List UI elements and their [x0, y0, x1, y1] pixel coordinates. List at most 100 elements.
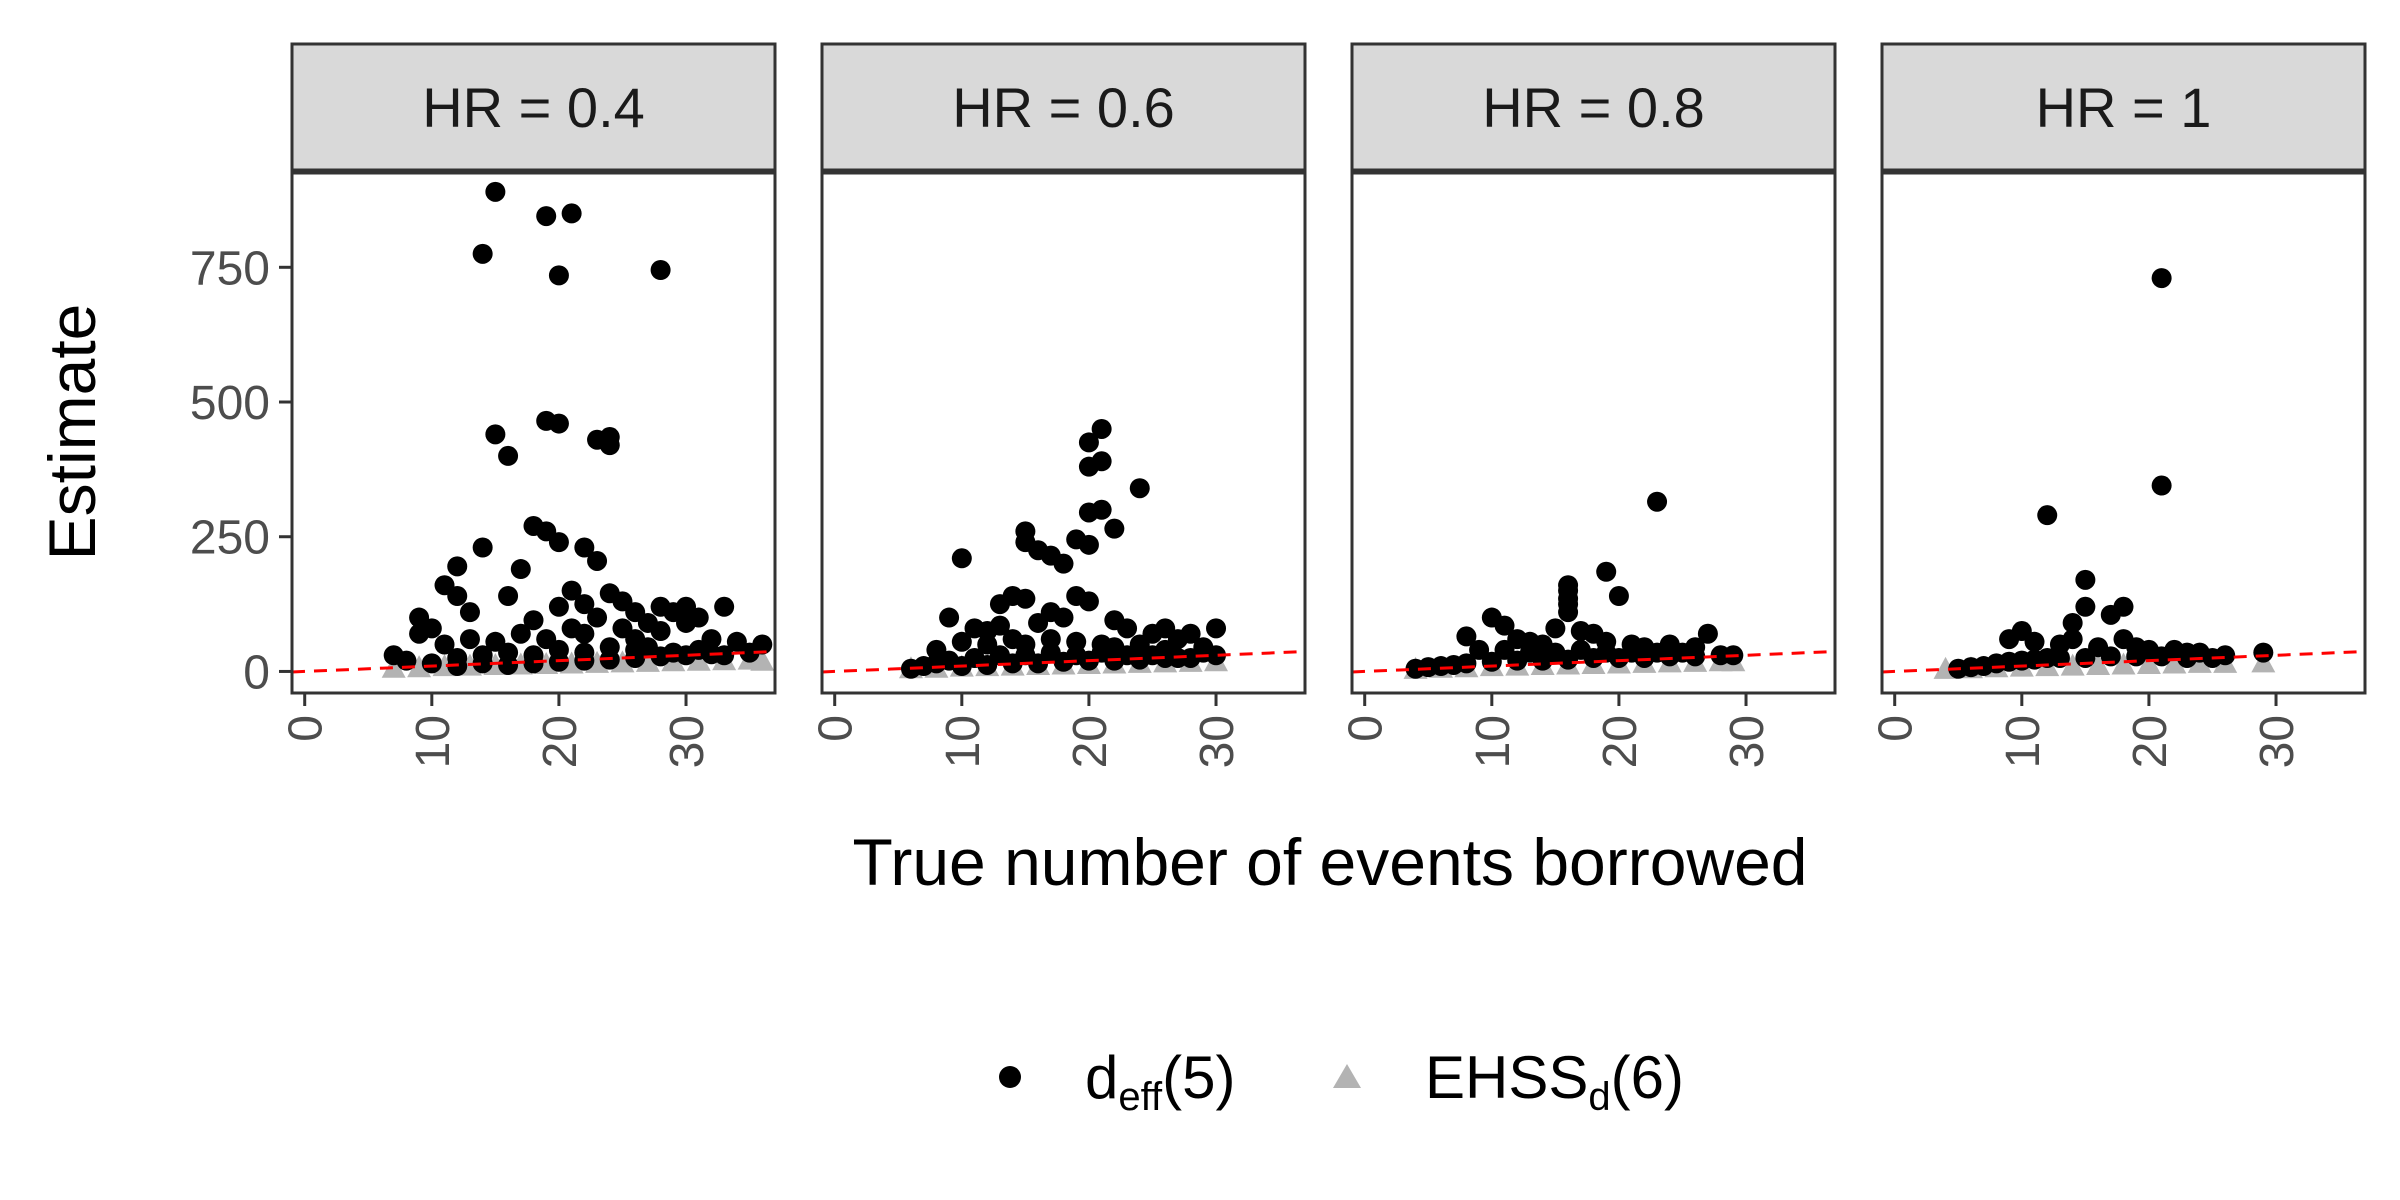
facet-strip-label: HR = 1 [2036, 76, 2212, 139]
legend-key-triangle [1333, 1064, 1361, 1088]
ehss-point [750, 648, 775, 671]
panel-frame [1350, 171, 1837, 695]
x-tick-label: 0 [280, 715, 333, 742]
x-tick-label: 10 [1997, 715, 2050, 768]
y-tick-label: 500 [190, 377, 270, 430]
deff-point [625, 647, 646, 668]
ehss-point [635, 649, 660, 672]
deff-point [2126, 646, 2147, 667]
x-tick-label: 20 [534, 715, 587, 768]
deff-point [1078, 502, 1099, 523]
deff-point [1456, 626, 1477, 647]
deff-point [1206, 618, 1227, 639]
deff-point [536, 206, 557, 227]
facet-panel: HR = 0.8 0 10 20 30 [1340, 42, 1837, 768]
deff-point [1078, 456, 1099, 477]
deff-point [650, 646, 671, 667]
x-tick-label: 10 [937, 715, 990, 768]
deff-point [574, 537, 595, 558]
deff-point [1180, 623, 1201, 644]
deff-point [498, 445, 519, 466]
x-tick-label: 0 [1870, 715, 1923, 742]
deff-point [739, 642, 760, 663]
facet-strip [290, 42, 777, 172]
deff-point [1596, 561, 1617, 582]
deff-point [676, 612, 697, 633]
deff-point [2024, 631, 2045, 652]
reference-line [822, 650, 1305, 674]
deff-point [485, 424, 506, 445]
legend-key-circle [999, 1066, 1021, 1088]
ehss-point [2111, 652, 2136, 675]
x-tick-label: 0 [1340, 715, 1393, 742]
deff-point [510, 623, 531, 644]
deff-point [447, 556, 468, 577]
plot-marks [822, 418, 1305, 679]
deff-point [1697, 623, 1718, 644]
facet-panel: HR = 0.4 0 10 20 30 0 250 500 750 [190, 42, 777, 768]
ehss-point [2162, 651, 2187, 674]
deff-point [574, 594, 595, 615]
deff-point [2075, 647, 2096, 668]
plot-marks [1352, 491, 1835, 679]
deff-point [548, 265, 569, 286]
x-tick-label: 10 [407, 715, 460, 768]
deff-point [1608, 647, 1629, 668]
facet-strip [1880, 42, 2367, 172]
deff-point [2151, 268, 2172, 289]
legend-label-ehss: EHSSd(6) [1425, 1044, 1684, 1119]
deff-point [1104, 518, 1125, 539]
deff-point [472, 653, 493, 674]
deff-point [989, 615, 1010, 636]
deff-point [2177, 647, 2198, 668]
deff-point [587, 607, 608, 628]
deff-point [1028, 612, 1049, 633]
ehss-point [407, 655, 432, 678]
facet-panel: HR = 0.6 0 10 20 30 [810, 42, 1307, 768]
deff-point [1608, 586, 1629, 607]
deff-point [561, 580, 582, 601]
deff-point [1456, 653, 1477, 674]
deff-point [2037, 505, 2058, 526]
y-tick-label: 0 [243, 646, 270, 699]
deff-point [498, 586, 519, 607]
deff-point [2253, 642, 2274, 663]
x-axis-title: True number of events borrowed [852, 825, 1807, 899]
panel-frame [1880, 171, 2367, 695]
deff-point [561, 203, 582, 224]
deff-point [1129, 478, 1150, 499]
deff-point [1206, 645, 1227, 666]
x-tick-label: 30 [2251, 715, 2304, 768]
deff-point [1999, 629, 2020, 650]
deff-point [1078, 591, 1099, 612]
deff-point [1545, 618, 1566, 639]
panel-frame [820, 171, 1307, 695]
ehss-point [381, 655, 406, 678]
deff-point [989, 594, 1010, 615]
x-tick-label: 30 [1191, 715, 1244, 768]
deff-point [676, 645, 697, 666]
deff-point [523, 653, 544, 674]
ehss-point [2086, 653, 2111, 676]
deff-point [548, 532, 569, 553]
deff-point [548, 596, 569, 617]
reference-line [292, 650, 775, 674]
deff-point [459, 602, 480, 623]
deff-point [421, 653, 442, 674]
y-tick-label: 250 [190, 512, 270, 565]
x-tick-label: 20 [1594, 715, 1647, 768]
deff-point [951, 631, 972, 652]
deff-point [2075, 569, 2096, 590]
deff-point [951, 548, 972, 569]
deff-point [523, 610, 544, 631]
deff-point [2100, 604, 2121, 625]
deff-point [2075, 596, 2096, 617]
facet-strip [820, 42, 1307, 172]
ehss-point [2060, 653, 2085, 676]
plot-marks [292, 181, 775, 678]
deff-point [485, 181, 506, 202]
facet-strip-label: HR = 0.4 [422, 76, 645, 139]
deff-point [1532, 650, 1553, 671]
facet-strip-label: HR = 0.8 [1482, 76, 1705, 139]
